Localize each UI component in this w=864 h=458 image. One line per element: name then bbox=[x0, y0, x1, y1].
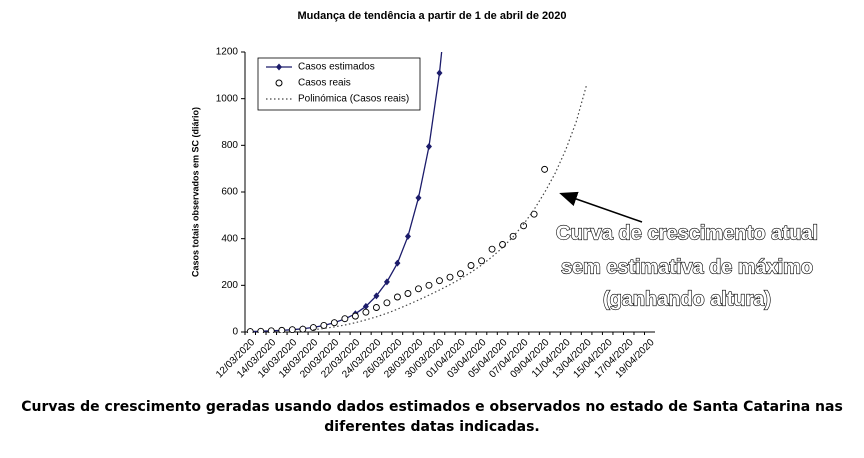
point bbox=[299, 325, 307, 333]
point bbox=[373, 292, 380, 300]
y-tick-label: 400 bbox=[221, 233, 238, 244]
point bbox=[530, 210, 538, 218]
point bbox=[499, 241, 507, 248]
point bbox=[394, 259, 401, 267]
point bbox=[383, 299, 391, 307]
y-tick-label: 0 bbox=[232, 327, 238, 338]
y-tick-label: 1200 bbox=[216, 47, 239, 58]
series-line bbox=[313, 84, 588, 331]
legend-label: Casos reais bbox=[298, 78, 351, 89]
point bbox=[436, 69, 443, 77]
annotation: sem estimativa de máximo bbox=[561, 256, 813, 278]
point bbox=[383, 278, 390, 286]
point bbox=[309, 324, 317, 332]
y-tick-label: 600 bbox=[221, 187, 238, 198]
y-axis-label: Casos totais observados em SC (diário) bbox=[190, 107, 200, 277]
legend-label: Casos estimados bbox=[298, 62, 375, 73]
y-tick-label: 1000 bbox=[216, 93, 239, 104]
point bbox=[478, 257, 485, 265]
legend-marker bbox=[275, 79, 283, 87]
y-tick-label: 200 bbox=[221, 280, 238, 291]
series-line bbox=[250, 52, 443, 333]
legend-label: Polinómica (Casos reais) bbox=[298, 94, 409, 105]
point bbox=[425, 281, 433, 289]
point bbox=[541, 165, 549, 173]
point bbox=[467, 262, 475, 269]
point bbox=[288, 326, 296, 333]
point bbox=[436, 277, 443, 285]
point bbox=[372, 304, 380, 311]
point bbox=[415, 285, 422, 293]
point bbox=[457, 270, 464, 278]
point bbox=[330, 319, 338, 327]
annotation-arrow bbox=[559, 191, 643, 223]
point bbox=[320, 322, 328, 329]
annotation: (ganhando altura) bbox=[603, 288, 771, 310]
point bbox=[404, 290, 412, 297]
point bbox=[246, 328, 254, 333]
point bbox=[267, 327, 275, 333]
point bbox=[425, 143, 432, 150]
caption: diferentes datas indicadas. bbox=[324, 419, 539, 435]
point bbox=[341, 315, 349, 323]
point bbox=[520, 222, 528, 230]
annotation: Curva de crescimento atual bbox=[556, 222, 818, 244]
chart-title: Mudança de tendência a partir de 1 de ab… bbox=[298, 10, 567, 22]
point bbox=[446, 273, 454, 281]
point bbox=[362, 308, 370, 316]
legend-marker bbox=[276, 63, 282, 71]
y-tick-label: 800 bbox=[221, 140, 238, 151]
point bbox=[415, 194, 422, 202]
point bbox=[257, 327, 265, 333]
point bbox=[404, 232, 411, 240]
point bbox=[362, 302, 369, 310]
point bbox=[488, 245, 496, 253]
caption: Curvas de crescimento geradas usando dad… bbox=[21, 399, 843, 415]
point bbox=[393, 293, 401, 301]
plot-area bbox=[246, 52, 588, 333]
point bbox=[278, 326, 286, 333]
point bbox=[351, 312, 359, 320]
